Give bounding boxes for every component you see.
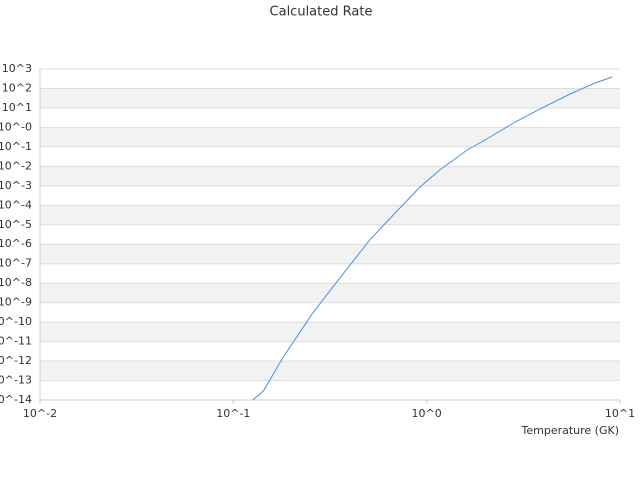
grid-band — [40, 205, 620, 225]
y-tick-label: 10^-14 — [0, 393, 32, 406]
y-tick-label: 10^2 — [2, 81, 32, 94]
y-tick-label: 10^-6 — [0, 237, 32, 250]
y-tick-label: 10^-12 — [0, 354, 32, 367]
y-tick-label: 10^-9 — [0, 296, 32, 309]
y-tick-label: 10^-4 — [0, 198, 32, 211]
y-tick-label: 10^-7 — [0, 257, 32, 270]
y-tick-label: 10^1 — [2, 101, 32, 114]
grid-band — [40, 166, 620, 186]
grid-band — [40, 361, 620, 381]
grid-band — [40, 88, 620, 108]
y-tick-label: 10^-2 — [0, 159, 32, 172]
y-tick-label: 10^-13 — [0, 374, 32, 387]
grid-band — [40, 283, 620, 303]
y-tick-label: 10^3 — [2, 62, 32, 75]
x-tick-label: 10^-1 — [216, 407, 250, 420]
y-tick-label: 10^-10 — [0, 315, 32, 328]
x-tick-label: 10^-2 — [23, 407, 57, 420]
bands — [40, 88, 620, 381]
x-axis-label: Temperature (GK) — [521, 424, 620, 437]
y-tick-label: 10^-11 — [0, 335, 32, 348]
grid-band — [40, 244, 620, 264]
x-tick-label: 10^0 — [412, 407, 442, 420]
y-tick-label: 10^-8 — [0, 276, 32, 289]
series-line — [252, 76, 613, 401]
y-tick-label: 10^-1 — [0, 140, 32, 153]
grid-band — [40, 322, 620, 342]
y-tick-label: 10^-0 — [0, 120, 32, 133]
y-tick-label: 10^-3 — [0, 179, 32, 192]
grid-band — [40, 127, 620, 147]
chart-title: Calculated Rate — [270, 5, 373, 20]
x-tick-label: 10^1 — [605, 407, 635, 420]
y-tick-label: 10^-5 — [0, 218, 32, 231]
